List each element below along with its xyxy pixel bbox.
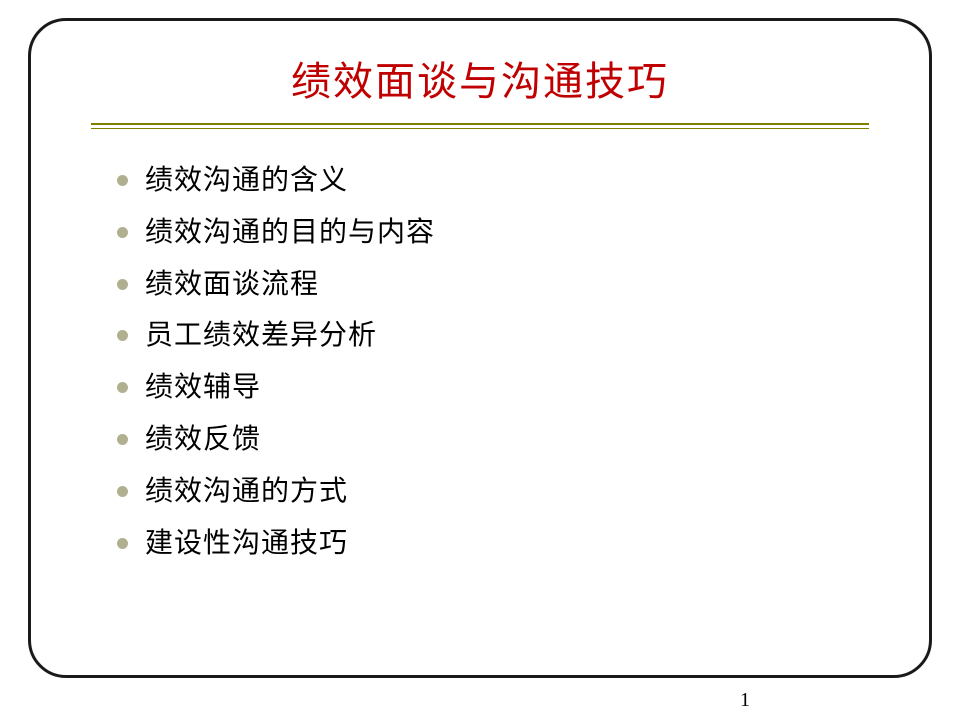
list-item: 绩效沟通的目的与内容 [117, 207, 869, 259]
slide-title: 绩效面谈与沟通技巧 [91, 49, 869, 107]
title-divider [91, 123, 869, 129]
slide-frame: 绩效面谈与沟通技巧 绩效沟通的含义 绩效沟通的目的与内容 绩效面谈流程 员工绩效… [28, 18, 932, 678]
list-item: 员工绩效差异分析 [117, 310, 869, 362]
list-item: 绩效反馈 [117, 414, 869, 466]
list-item: 建设性沟通技巧 [117, 518, 869, 570]
list-item: 绩效面谈流程 [117, 259, 869, 311]
page-number: 1 [740, 689, 750, 712]
bullet-list: 绩效沟通的含义 绩效沟通的目的与内容 绩效面谈流程 员工绩效差异分析 绩效辅导 … [91, 155, 869, 569]
list-item: 绩效辅导 [117, 362, 869, 414]
list-item: 绩效沟通的方式 [117, 466, 869, 518]
list-item: 绩效沟通的含义 [117, 155, 869, 207]
